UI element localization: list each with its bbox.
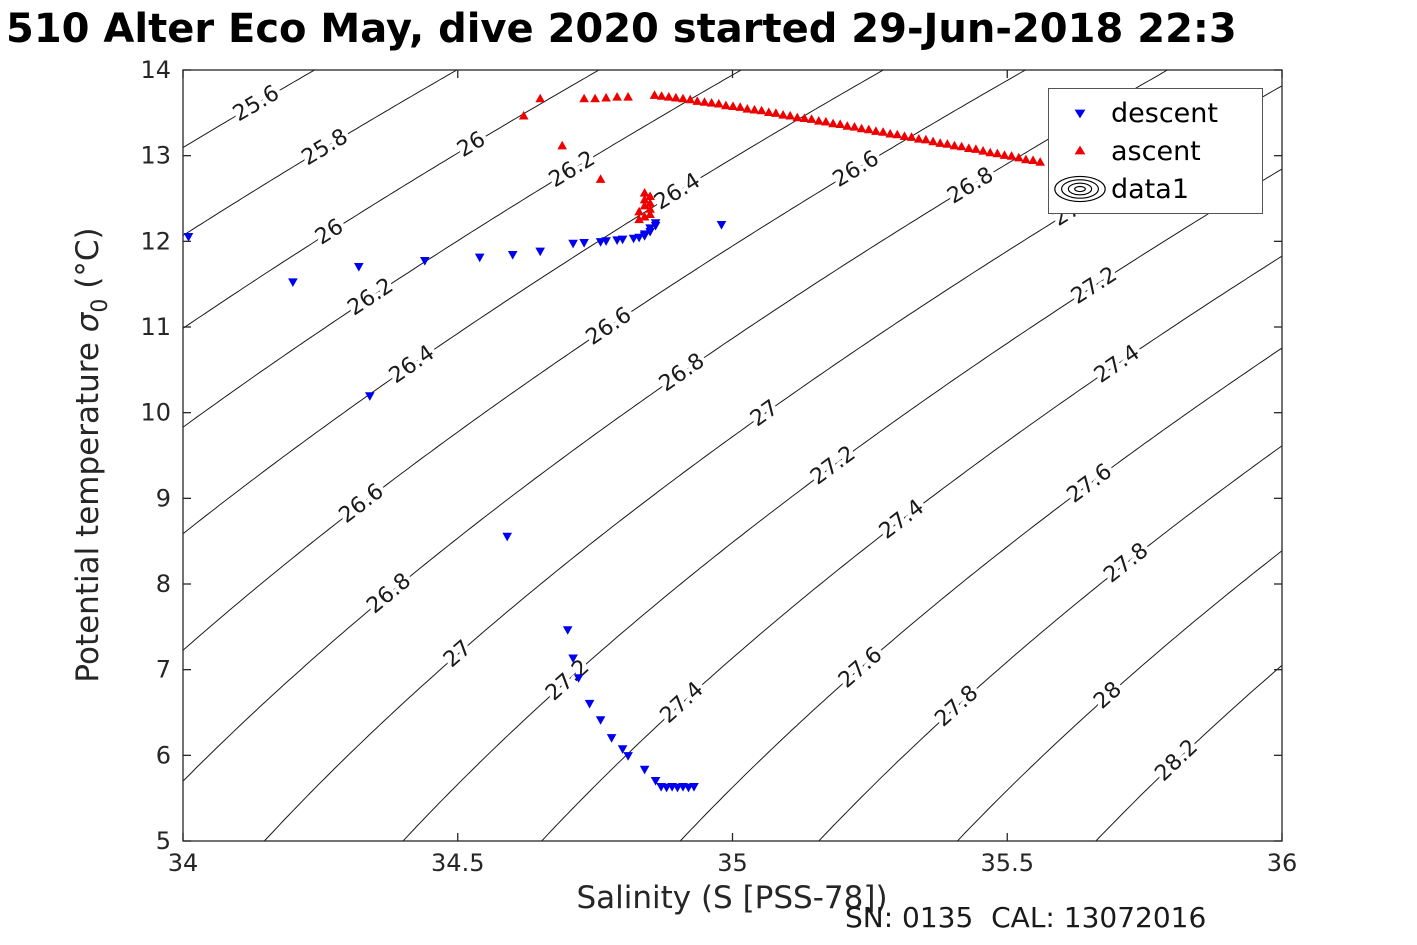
- svg-text:26.8: 26.8: [655, 349, 710, 397]
- y-axis-label: Potential temperature σ0 (°C): [70, 227, 113, 682]
- svg-text:6: 6: [156, 741, 171, 769]
- svg-text:27.2: 27.2: [806, 441, 860, 490]
- figure-title: 510 Alter Eco May, dive 2020 started 29-…: [6, 6, 1237, 52]
- tick-labels: 34 34.5 35 35.5 36 5 6 7 8 9 10 11 12 13 14: [140, 56, 1297, 877]
- legend-entry-descent: descent: [1049, 94, 1262, 132]
- sn-cal-annotation: SN: 0135 CAL: 13072016: [845, 901, 1207, 934]
- legend: descent ascent data1: [1048, 88, 1263, 214]
- svg-text:26.2: 26.2: [343, 273, 398, 321]
- triangle-down-icon: [1074, 109, 1086, 119]
- y-label-prefix: Potential temperature: [70, 332, 106, 682]
- series-descent: [183, 219, 727, 793]
- svg-text:25.6: 25.6: [229, 81, 284, 127]
- svg-text:35: 35: [717, 849, 748, 877]
- svg-text:27.6: 27.6: [834, 642, 887, 693]
- svg-text:26.8: 26.8: [943, 162, 998, 209]
- svg-text:27.6: 27.6: [1063, 459, 1117, 508]
- x-axis-label: Salinity (S [PSS-78]): [576, 880, 887, 916]
- svg-text:27.2: 27.2: [541, 655, 594, 706]
- svg-text:27.4: 27.4: [656, 677, 709, 728]
- svg-text:26: 26: [453, 127, 490, 163]
- sigma-symbol: σ: [70, 311, 106, 332]
- svg-text:28: 28: [1089, 677, 1127, 714]
- y-label-suffix: (°C): [70, 227, 106, 298]
- svg-text:27: 27: [746, 395, 783, 432]
- svg-text:34.5: 34.5: [431, 849, 484, 877]
- svg-text:26.6: 26.6: [582, 303, 637, 351]
- svg-text:10: 10: [140, 399, 171, 427]
- svg-text:27.2: 27.2: [1067, 262, 1122, 310]
- legend-label-ascent: ascent: [1111, 135, 1201, 167]
- svg-text:14: 14: [140, 56, 171, 84]
- svg-text:26.2: 26.2: [545, 146, 600, 193]
- svg-text:26.4: 26.4: [385, 340, 440, 388]
- svg-text:12: 12: [140, 227, 171, 255]
- legend-entry-data1: data1: [1049, 170, 1262, 208]
- triangle-up-icon: [1074, 145, 1086, 155]
- legend-label-data1: data1: [1111, 173, 1189, 205]
- svg-text:8: 8: [156, 570, 171, 598]
- svg-text:26.8: 26.8: [362, 568, 416, 619]
- svg-text:25.8: 25.8: [298, 124, 353, 171]
- svg-text:26.6: 26.6: [829, 146, 884, 193]
- svg-text:26: 26: [311, 214, 348, 250]
- svg-text:5: 5: [156, 827, 171, 855]
- contour-ellipses-icon: [1054, 175, 1106, 203]
- axes-box: [182, 69, 1283, 842]
- svg-text:9: 9: [156, 484, 171, 512]
- legend-label-descent: descent: [1111, 97, 1218, 129]
- svg-text:13: 13: [140, 142, 171, 170]
- svg-text:34: 34: [168, 849, 199, 877]
- svg-text:27.8: 27.8: [930, 681, 983, 732]
- svg-text:26.4: 26.4: [650, 168, 705, 215]
- svg-text:27.4: 27.4: [1090, 340, 1145, 388]
- legend-entry-ascent: ascent: [1049, 132, 1262, 170]
- svg-text:35.5: 35.5: [981, 849, 1034, 877]
- svg-text:26.6: 26.6: [335, 479, 389, 529]
- svg-text:27.4: 27.4: [875, 495, 929, 545]
- svg-text:7: 7: [156, 656, 171, 684]
- svg-text:27: 27: [439, 636, 477, 673]
- y-label-subscript: 0: [88, 299, 113, 313]
- svg-text:11: 11: [140, 313, 171, 341]
- svg-text:36: 36: [1267, 849, 1298, 877]
- svg-text:27.8: 27.8: [1099, 538, 1153, 588]
- series-ascent: [518, 90, 1045, 224]
